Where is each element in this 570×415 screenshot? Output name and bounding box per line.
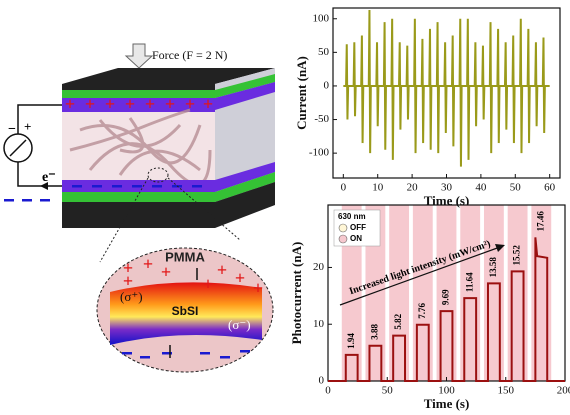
data-line xyxy=(328,237,565,382)
electrode xyxy=(62,90,215,98)
x-tick-label: 40 xyxy=(475,182,487,194)
on-band xyxy=(507,205,528,381)
y-tick-label: 100 xyxy=(313,12,330,24)
annotation-arrowhead xyxy=(495,244,505,252)
ammeter-needle xyxy=(9,139,27,157)
x-tick-label: 150 xyxy=(498,385,515,397)
x-tick-label: 20 xyxy=(407,182,419,194)
intensity-label: 13.58 xyxy=(488,257,498,278)
intensity-label: 7.76 xyxy=(417,303,427,319)
nanowires xyxy=(69,108,212,186)
plus-charge: + xyxy=(253,278,263,298)
bottom-plate xyxy=(62,202,215,228)
x-tick-label: 30 xyxy=(441,182,453,194)
intensity-label: 15.52 xyxy=(512,245,522,266)
legend-label: OFF xyxy=(350,223,366,232)
sigma-minus: (σ⁻) xyxy=(228,317,251,332)
plus-charge: + xyxy=(65,94,75,114)
legend-swatch xyxy=(338,234,348,244)
y-tick-label: -100 xyxy=(309,147,330,159)
plus-charge: + xyxy=(143,254,153,274)
plus-charge: + xyxy=(123,258,133,278)
x-tick-label: 200 xyxy=(557,385,570,397)
intensity-label: 9.69 xyxy=(441,289,451,305)
intensity-label: 11.64 xyxy=(464,272,474,292)
device-schematic: Force (F = 2 N) + + + + + + + + − + e⁻ + + +++ + ++… xyxy=(3,43,275,373)
side-layer xyxy=(215,74,275,98)
plus-charge: + xyxy=(217,260,227,280)
on-band xyxy=(412,205,433,381)
on-band xyxy=(389,205,410,381)
force-label: Force (F = 2 N) xyxy=(152,48,227,62)
on-band xyxy=(365,205,386,381)
plus-charge: + xyxy=(145,94,155,114)
y-axis-label: Current (nA) xyxy=(294,56,309,130)
pmma-label: PMMA xyxy=(165,249,205,264)
plus-charge: + xyxy=(235,268,245,288)
legend-swatch xyxy=(338,223,348,233)
x-tick-label: 60 xyxy=(544,182,556,194)
charges: + + + + + + + + xyxy=(65,94,213,114)
plus-charge: + xyxy=(203,274,213,294)
intensity-label: 1.94 xyxy=(346,333,356,349)
x-tick-label: 100 xyxy=(438,385,455,397)
on-band xyxy=(483,205,504,381)
data-line xyxy=(343,10,550,167)
plus-charge: + xyxy=(125,94,135,114)
top-plate xyxy=(62,84,215,90)
y-tick-label: 0 xyxy=(319,375,325,387)
pmma-layer xyxy=(62,98,215,112)
plus-charge: + xyxy=(165,94,175,114)
x-tick-label: 50 xyxy=(510,182,522,194)
plus-charge: + xyxy=(123,271,133,291)
annotation-arrow xyxy=(339,246,501,306)
intensity-label: 3.88 xyxy=(369,324,379,340)
sbsi-label: SbSI xyxy=(172,304,199,318)
sigma-plus: (σ⁺) xyxy=(120,289,143,304)
y-tick-label: 20 xyxy=(313,261,325,273)
electron-label: e⁻ xyxy=(42,170,56,185)
intensity-label: 5.82 xyxy=(393,313,403,329)
plus-charge: + xyxy=(85,94,95,114)
plus-charge: + xyxy=(203,94,213,114)
y-axis-label: Photocurrent (nA) xyxy=(289,242,304,345)
legend-title: 630 nm xyxy=(338,212,366,221)
x-axis-label: Time (s) xyxy=(424,396,470,411)
zoom-line xyxy=(99,177,149,263)
electrode xyxy=(62,192,215,202)
surface-charges: + + +++ + ++ xyxy=(123,254,263,298)
y-tick-label: 50 xyxy=(318,46,330,58)
x-tick-label: 10 xyxy=(372,182,384,194)
y-tick-label: 0 xyxy=(324,79,330,91)
ammeter-minus: − xyxy=(8,122,16,137)
wire xyxy=(17,104,62,134)
negative-surface-charges xyxy=(122,350,250,359)
side-layer xyxy=(215,172,275,202)
y-tick-label: 10 xyxy=(313,318,325,330)
x-tick-label: 50 xyxy=(382,385,394,397)
y-tick-label: -50 xyxy=(314,113,329,125)
legend-label: ON xyxy=(350,234,362,243)
current-arrow xyxy=(40,182,48,190)
plus-charge: + xyxy=(105,94,115,114)
x-axis-label: Time (s) xyxy=(424,193,470,208)
x-tick-label: 0 xyxy=(341,182,347,194)
side-layer xyxy=(215,162,275,192)
side-layer xyxy=(215,82,275,110)
force-arrow xyxy=(124,43,154,69)
on-band xyxy=(341,205,362,381)
x-tick-label: 0 xyxy=(325,385,331,397)
top-face xyxy=(62,68,275,84)
plus-charge: + xyxy=(185,94,195,114)
zoom-spot xyxy=(147,167,169,183)
plus-charge: + xyxy=(161,262,171,282)
side-layer xyxy=(215,182,275,228)
ammeter-plus: + xyxy=(24,119,31,134)
sbsi-band xyxy=(110,282,262,345)
intensity-label: 17.46 xyxy=(535,211,545,232)
